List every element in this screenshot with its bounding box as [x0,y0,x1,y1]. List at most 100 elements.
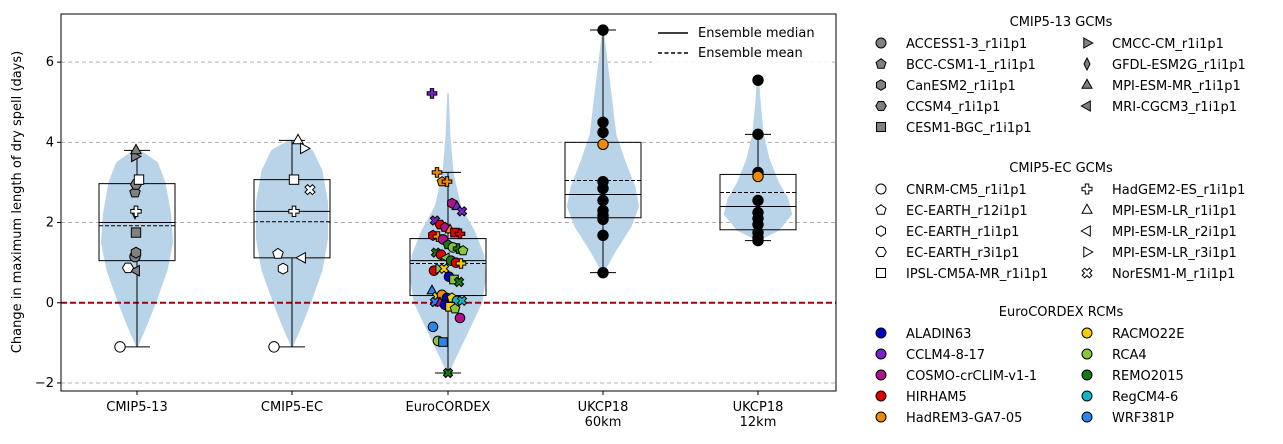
data-point [752,128,764,141]
data-point [277,262,289,275]
data-point [456,295,468,306]
data-point [129,143,143,155]
legend-marker [1081,369,1093,381]
data-point [438,263,450,275]
legend-label: NorESM1-M_r1i1p1 [1112,267,1235,282]
x-tick-label: UKCP18 [578,400,629,415]
legend-label: MPI-ESM-LR_r1i1p1 [1112,204,1237,219]
legend-marker [1083,37,1094,49]
data-point [426,88,438,99]
data-point [752,170,764,183]
data-point [597,213,609,226]
legend-label: CMCC-CM_r1i1p1 [1112,37,1224,52]
data-point [304,183,316,196]
x-tick-label: 12km [740,415,777,430]
data-point [133,174,145,185]
legend-marker [875,369,887,381]
legend-label: IPSL-CM5A-MR_r1i1p1 [906,267,1048,282]
data-point [454,312,466,324]
legend: CMIP5-13 GCMs ACCESS1-3_r1i1p1 CMCC-CM_r1i… [875,15,1246,426]
data-point [288,205,300,217]
data-point [455,258,467,269]
legend-label: EC-EARTH_r1i1p1 [906,225,1019,240]
data-point [130,205,142,217]
data-point [438,337,448,347]
legend-label: HIRHAM5 [906,390,967,405]
legend-marker [875,390,887,402]
legend-marker [1081,267,1093,279]
data-point [130,227,142,238]
legend-marker [876,225,886,237]
legend-title: EuroCORDEX RCMs [999,305,1124,320]
data-point [597,182,609,195]
legend-label: ACCESS1-3_r1i1p1 [906,37,1027,52]
legend-label: GFDL-ESM2G_r1i1p1 [1112,58,1246,73]
data-point [597,229,609,242]
data-point [457,244,469,256]
x-tick-label: 60km [585,415,622,430]
legend-label: HadREM3-GA7-05 [906,411,1022,426]
legend-marker [875,58,887,69]
legend-marker [876,268,886,278]
legend-marker [1081,78,1093,89]
data-point [441,176,453,187]
data-point [121,262,135,274]
legend-label: EC-EARTH_r3i1p1 [906,246,1019,261]
y-tick-label: −2 [35,376,54,391]
legend-label: CNRM-CM5_r1i1p1 [906,183,1027,198]
data-point [268,341,280,353]
violin-shape [566,30,640,273]
legend-label: COSMO-crCLIM-v1-1 [906,369,1037,384]
legend-marker [875,348,887,360]
y-tick-label: 4 [46,135,54,150]
data-point [291,133,305,145]
data-point [288,174,300,185]
data-point [597,266,609,279]
y-tick-label: 0 [46,296,54,311]
legend-label: MPI-ESM-LR_r3i1p1 [1112,246,1237,261]
legend-label: MPI-ESM-MR_r1i1p1 [1112,79,1241,94]
legend-title: CMIP5-EC GCMs [1009,161,1113,176]
legend-marker [1081,183,1093,195]
legend-title: CMIP5-13 GCMs [1010,15,1113,30]
legend-label: BCC-CSM1-1_r1i1p1 [906,58,1036,73]
legend-label: CCLM4-8-17 [906,348,985,363]
legend-marker [1083,246,1094,258]
data-point [752,194,764,207]
data-point [426,284,438,295]
legend-label: MRI-CGCM3_r1i1p1 [1112,100,1237,115]
y-tick-label: 2 [46,216,54,231]
data-point [300,142,312,155]
legend-marker [875,327,887,339]
legend-marker [1081,390,1093,402]
line-legend-box [652,20,832,64]
x-tick-label: CMIP5-13 [106,400,167,415]
legend-label: CanESM2_r1i1p1 [906,79,1016,94]
legend-label: EC-EARTH_r12i1p1 [906,204,1028,219]
data-point [114,341,126,353]
legend-marker [1080,225,1091,237]
legend-marker [1081,203,1093,214]
legend-label: RCA4 [1112,348,1147,363]
data-point [597,194,609,207]
legend-marker [875,101,887,111]
data-point [597,116,609,128]
data-point [427,321,439,333]
line-legend-label: Ensemble mean [698,46,803,61]
data-point [431,167,443,178]
data-point [449,303,461,314]
legend-marker [875,37,887,49]
legend-marker [876,122,886,132]
legend-marker [1083,56,1091,72]
legend-label: HadGEM2-ES_r1i1p1 [1112,183,1245,198]
legend-label: CCSM4_r1i1p1 [906,100,1000,115]
x-tick-label: CMIP5-EC [261,400,323,415]
legend-marker [1081,348,1093,360]
legend-label: MPI-ESM-LR_r2i1p1 [1112,225,1237,240]
data-point [294,251,306,264]
y-axis-label: Change in maximum length of dry spell (d… [10,51,25,353]
legend-label: ALADIN63 [906,327,971,342]
legend-marker [876,79,886,91]
